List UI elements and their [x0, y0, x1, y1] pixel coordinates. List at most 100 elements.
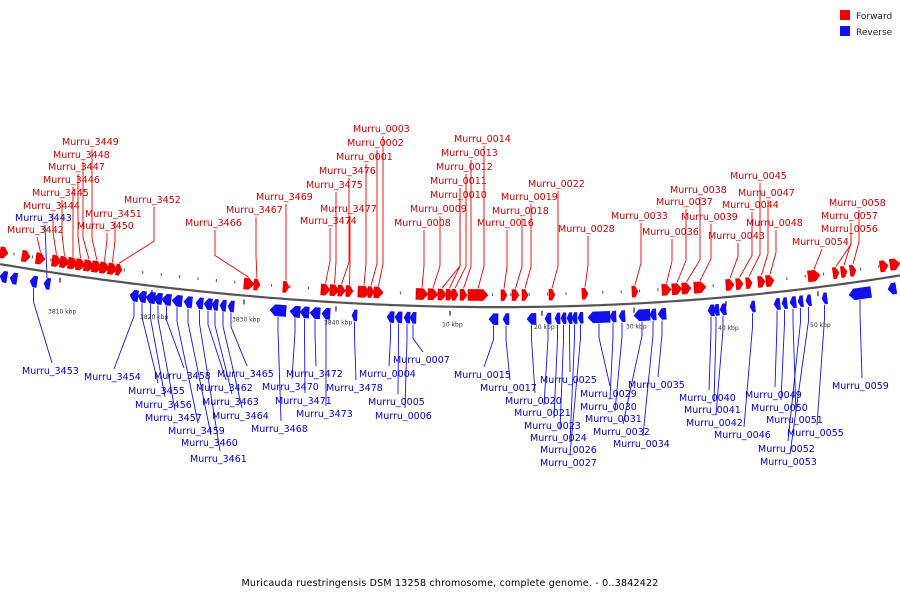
gene-label-murru-0042[interactable]: Murru_0042 — [686, 418, 743, 429]
gene-label-murru-0043[interactable]: Murru_0043 — [708, 231, 765, 242]
gene-label-murru-0048[interactable]: Murru_0048 — [746, 218, 803, 229]
gene-label-murru-0046[interactable]: Murru_0046 — [714, 430, 771, 441]
gene-arrow-murru-3478[interactable] — [351, 309, 358, 322]
gene-arrow-murru-0044[interactable] — [735, 278, 744, 291]
gene-arrow-murru-3455[interactable] — [137, 290, 147, 303]
gene-label-murru-0041[interactable]: Murru_0041 — [684, 405, 741, 416]
gene-label-murru-0006[interactable]: Murru_0006 — [375, 411, 432, 422]
gene-label-murru-3478[interactable]: Murru_3478 — [326, 383, 383, 394]
gene-label-murru-0040[interactable]: Murru_0040 — [679, 393, 736, 404]
gene-arrow-murru-0023[interactable] — [554, 312, 561, 325]
gene-label-murru-3462[interactable]: Murru_3462 — [196, 383, 253, 394]
gene-label-murru-0049[interactable]: Murru_0049 — [745, 390, 802, 401]
gene-arrow-murru-0032[interactable] — [633, 308, 651, 322]
gene-label-murru-0021[interactable]: Murru_0021 — [514, 408, 571, 419]
gene-label-murru-0050[interactable]: Murru_0050 — [751, 403, 808, 414]
gene-label-murru-0031[interactable]: Murru_0031 — [585, 414, 642, 425]
gene-arrow-murru-0058[interactable] — [848, 264, 857, 277]
gene-label-murru-0005[interactable]: Murru_0005 — [368, 397, 425, 408]
gene-label-murru-0057[interactable]: Murru_0057 — [821, 211, 878, 222]
gene-label-murru-0039[interactable]: Murru_0039 — [681, 212, 738, 223]
gene-arrow-murru-0027[interactable] — [577, 311, 584, 324]
gene-label-murru-0025[interactable]: Murru_0025 — [540, 375, 597, 386]
gene-label-murru-3470[interactable]: Murru_3470 — [262, 382, 319, 393]
gene-label-murru-3465[interactable]: Murru_3465 — [217, 369, 274, 380]
gene-arrow-murru-3467[interactable] — [253, 278, 261, 291]
gene-label-murru-0012[interactable]: Murru_0012 — [436, 162, 493, 173]
gene-arrow-murru-0004[interactable] — [386, 311, 395, 323]
gene-arrow-murru-3453[interactable] — [29, 275, 39, 288]
gene-label-murru-0016[interactable]: Murru_0016 — [477, 218, 534, 229]
gene-label-murru-0036[interactable]: Murru_0036 — [642, 227, 699, 238]
gene-label-murru-0024[interactable]: Murru_0024 — [530, 433, 587, 444]
gene-arrow-edge-forward[interactable] — [888, 258, 900, 271]
gene-arrow-murru-0013[interactable] — [459, 289, 468, 301]
gene-label-murru-3450[interactable]: Murru_3450 — [77, 221, 134, 232]
gene-arrow-murru-3457[interactable] — [153, 292, 163, 305]
gene-arrow-murru-0053[interactable] — [805, 294, 812, 307]
gene-arrow-murru-0022[interactable] — [548, 288, 556, 301]
gene-label-murru-0001[interactable]: Murru_0001 — [336, 152, 393, 163]
gene-arrow-murru-3464[interactable] — [219, 299, 227, 312]
gene-arrow-murru-3459[interactable] — [171, 295, 183, 308]
gene-arrow-murru-3475[interactable] — [329, 284, 340, 297]
gene-arrow-edge-forward[interactable] — [878, 260, 889, 273]
gene-arrow-murru-0034[interactable] — [649, 308, 657, 321]
gene-label-murru-0035[interactable]: Murru_0035 — [628, 380, 685, 391]
gene-arrow-edge-reverse[interactable] — [0, 270, 9, 284]
gene-arrow-murru-0046[interactable] — [749, 300, 756, 313]
gene-label-murru-3461[interactable]: Murru_3461 — [190, 454, 247, 465]
gene-label-murru-0022[interactable]: Murru_0022 — [528, 179, 585, 190]
gene-arrow-murru-0012[interactable] — [451, 288, 459, 301]
gene-arrow-murru-3469[interactable] — [282, 280, 290, 293]
gene-label-murru-3472[interactable]: Murru_3472 — [286, 369, 343, 380]
gene-arrow-murru-0015[interactable] — [488, 313, 499, 325]
gene-label-murru-3467[interactable]: Murru_3467 — [226, 205, 283, 216]
gene-label-murru-0027[interactable]: Murru_0027 — [540, 458, 597, 469]
gene-label-murru-0010[interactable]: Murru_0010 — [430, 190, 487, 201]
gene-label-murru-3443[interactable]: Murru_3443 — [15, 213, 72, 224]
gene-arrow-murru-3456[interactable] — [145, 291, 156, 305]
gene-arrow-murru-0057[interactable] — [839, 266, 848, 278]
gene-arrow-edge-reverse[interactable] — [9, 272, 19, 285]
gene-label-murru-3460[interactable]: Murru_3460 — [181, 438, 238, 449]
gene-label-murru-0019[interactable]: Murru_0019 — [501, 192, 558, 203]
gene-label-murru-3468[interactable]: Murru_3468 — [251, 424, 308, 435]
gene-arrow-murru-3443[interactable] — [43, 277, 52, 290]
gene-arrow-murru-0040[interactable] — [707, 304, 715, 317]
gene-arrow-murru-0019[interactable] — [521, 289, 529, 301]
gene-label-murru-0015[interactable]: Murru_0015 — [454, 370, 511, 381]
gene-arrow-murru-3446[interactable] — [66, 257, 79, 270]
gene-arrow-murru-0048[interactable] — [765, 275, 775, 288]
gene-label-murru-0023[interactable]: Murru_0023 — [524, 421, 581, 432]
gene-arrow-murru-0020[interactable] — [526, 313, 537, 325]
gene-label-murru-3463[interactable]: Murru_3463 — [202, 397, 259, 408]
gene-arrow-murru-3450[interactable] — [98, 261, 110, 274]
gene-label-murru-0008[interactable]: Murru_0008 — [394, 218, 451, 229]
gene-label-murru-0038[interactable]: Murru_0038 — [670, 185, 727, 196]
gene-label-murru-0053[interactable]: Murru_0053 — [760, 457, 817, 468]
gene-arrow-murru-0056[interactable] — [831, 267, 840, 280]
gene-arrow-murru-3454[interactable] — [129, 289, 139, 303]
gene-arrow-murru-0037[interactable] — [671, 283, 683, 296]
gene-arrow-murru-0017[interactable] — [502, 313, 510, 325]
gene-label-murru-0011[interactable]: Murru_0011 — [430, 176, 487, 187]
gene-arrow-murru-0002[interactable] — [367, 286, 375, 298]
gene-arrow-murru-0033[interactable] — [631, 285, 639, 298]
gene-label-murru-0007[interactable]: Murru_0007 — [393, 355, 450, 366]
gene-arrow-murru-3468[interactable] — [269, 304, 287, 317]
gene-label-murru-3451[interactable]: Murru_3451 — [85, 209, 142, 220]
gene-label-murru-3454[interactable]: Murru_3454 — [84, 372, 141, 383]
gene-arrow-murru-3452[interactable] — [114, 263, 123, 276]
gene-arrow-murru-3470[interactable] — [289, 305, 301, 318]
gene-label-murru-0029[interactable]: Murru_0029 — [580, 389, 637, 400]
gene-arrow-murru-0049[interactable] — [773, 297, 781, 310]
gene-arrow-murru-0038[interactable] — [681, 282, 692, 295]
gene-label-murru-0037[interactable]: Murru_0037 — [656, 197, 713, 208]
gene-arrow-murru-0059[interactable] — [848, 286, 873, 301]
gene-label-murru-0047[interactable]: Murru_0047 — [738, 188, 795, 199]
gene-label-murru-0032[interactable]: Murru_0032 — [593, 427, 650, 438]
gene-label-murru-3464[interactable]: Murru_3464 — [212, 411, 269, 422]
gene-label-murru-3449[interactable]: Murru_3449 — [62, 137, 119, 148]
gene-arrow-murru-0024[interactable] — [560, 312, 567, 325]
